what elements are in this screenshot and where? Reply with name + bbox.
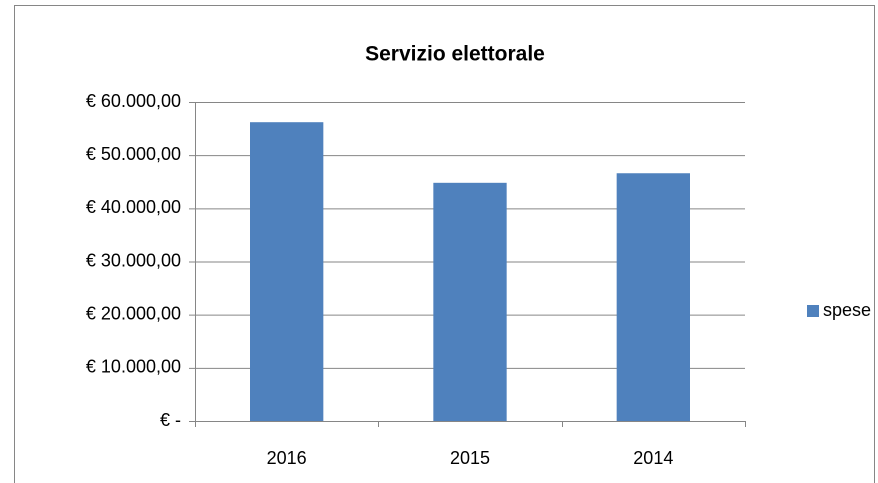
x-tick-label: 2016 xyxy=(267,448,307,468)
legend-label: spese xyxy=(823,300,871,320)
bar xyxy=(250,122,324,421)
chart-title: Servizio elettorale xyxy=(365,43,545,66)
bar xyxy=(433,182,507,421)
x-tick-label: 2014 xyxy=(633,448,673,468)
bar xyxy=(616,173,690,421)
y-tick-label: € 40.000,00 xyxy=(86,197,181,217)
y-tick-label: € - xyxy=(160,410,181,430)
y-tick-label: € 30.000,00 xyxy=(86,250,181,270)
y-tick-label: € 10.000,00 xyxy=(86,357,181,377)
legend-swatch xyxy=(807,305,819,317)
x-tick-label: 2015 xyxy=(450,448,490,468)
y-tick-label: € 60.000,00 xyxy=(86,91,181,111)
y-tick-label: € 20.000,00 xyxy=(86,303,181,323)
y-tick-label: € 50.000,00 xyxy=(86,144,181,164)
